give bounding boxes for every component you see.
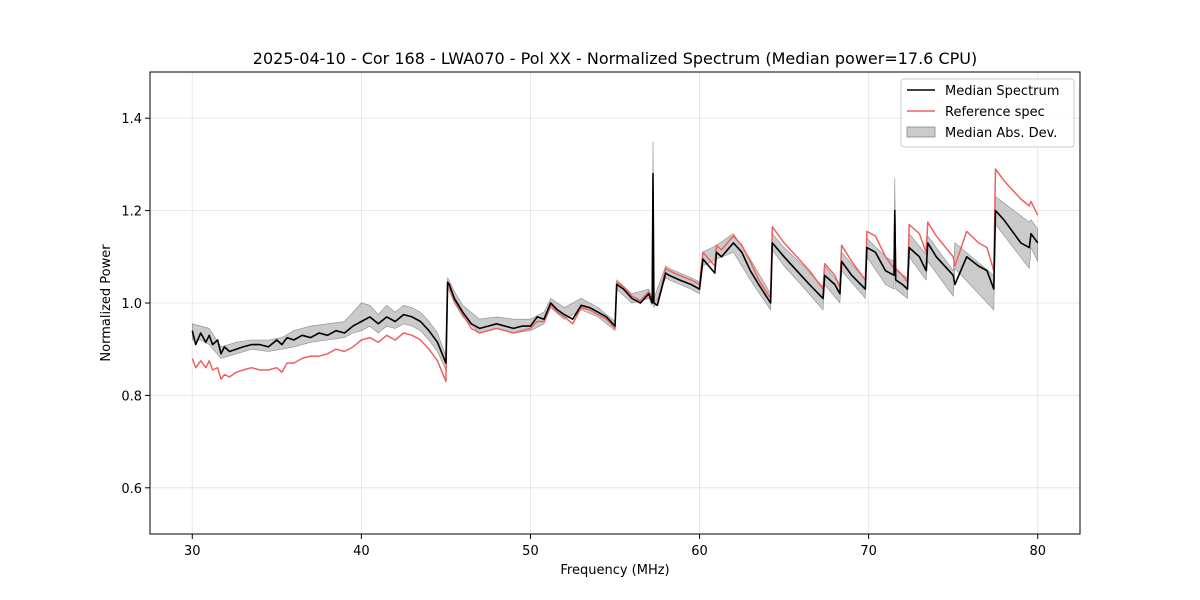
series-layer xyxy=(191,168,1039,383)
x-tick-label: 80 xyxy=(1029,544,1046,559)
legend-label-reference: Reference spec xyxy=(945,105,1045,120)
mad-band-layer xyxy=(192,141,1038,371)
chart-title: 2025-04-10 - Cor 168 - LWA070 - Pol XX -… xyxy=(253,49,977,68)
x-axis-label: Frequency (MHz) xyxy=(560,563,669,578)
y-tick-label: 1.0 xyxy=(121,297,142,312)
legend-label-median: Median Spectrum xyxy=(945,84,1059,99)
mad-band xyxy=(192,141,1038,371)
legend-label-mad: Median Abs. Dev. xyxy=(945,126,1057,141)
x-tick-label: 40 xyxy=(353,544,370,559)
legend-swatch-mad xyxy=(906,126,936,138)
legend-frame xyxy=(900,78,1075,148)
y-axis: 0.6 0.8 1.0 1.2 1.4 xyxy=(121,112,150,497)
y-axis-label: Normalized Power xyxy=(99,244,114,362)
x-tick-label: 30 xyxy=(184,544,201,559)
y-tick-label: 0.8 xyxy=(121,389,142,404)
y-tick-label: 1.4 xyxy=(121,112,142,127)
x-tick-label: 60 xyxy=(691,544,708,559)
y-tick-label: 1.2 xyxy=(121,205,142,220)
x-tick-label: 50 xyxy=(522,544,539,559)
x-axis: 30 40 50 60 70 80 xyxy=(184,534,1046,559)
legend: Median Spectrum Reference spec Median Ab… xyxy=(900,78,1075,148)
y-tick-label: 0.6 xyxy=(121,482,142,497)
x-tick-label: 70 xyxy=(860,544,877,559)
series-median-spectrum xyxy=(191,172,1039,364)
